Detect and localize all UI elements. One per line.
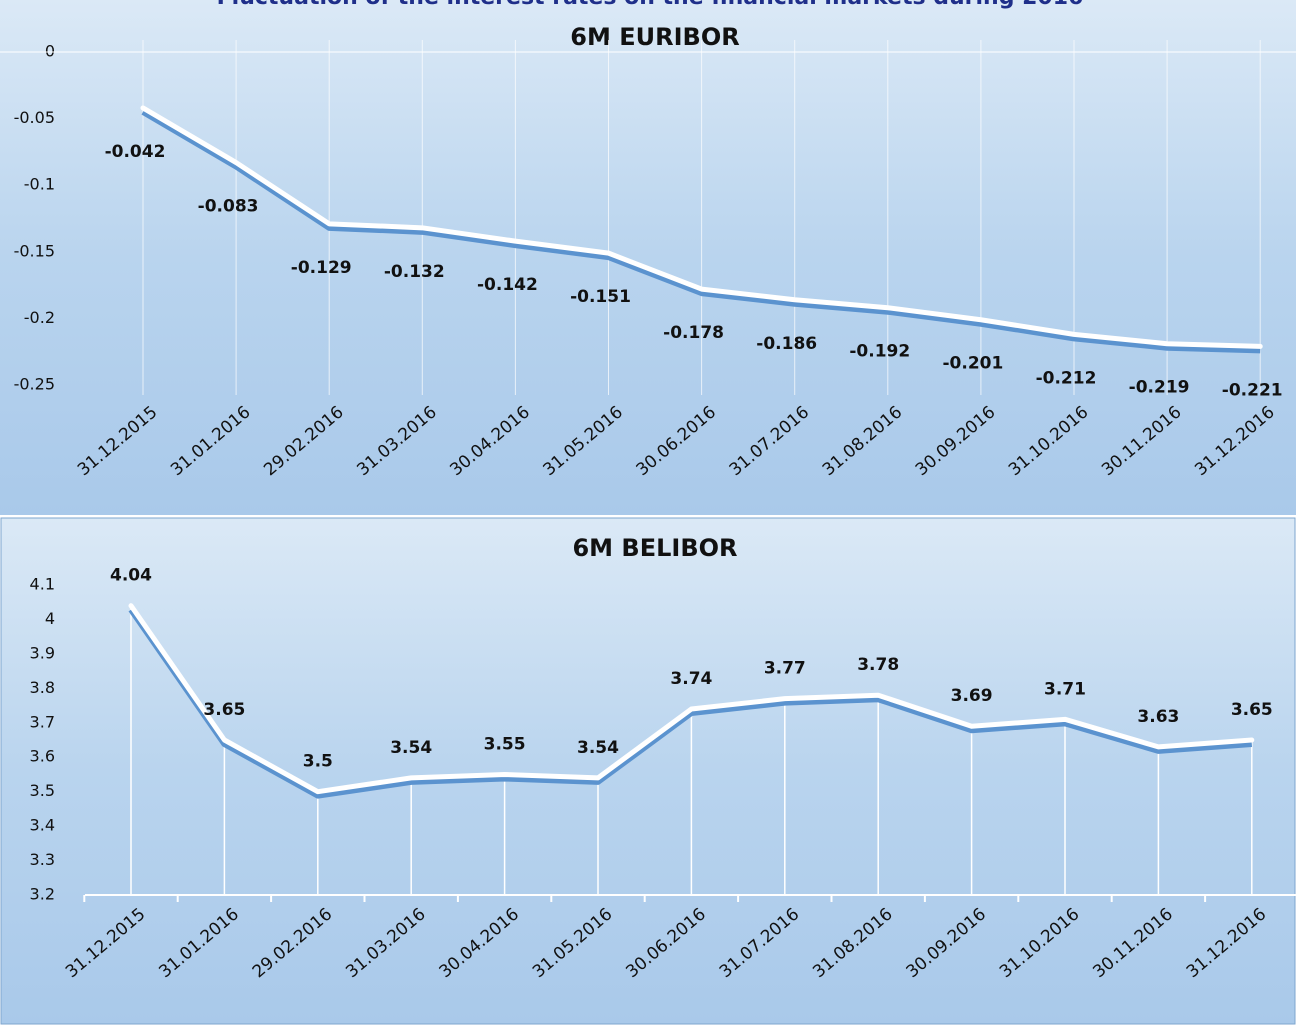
data-label: 3.77 — [764, 659, 806, 679]
data-label: -0.178 — [663, 323, 724, 343]
data-label: -0.192 — [849, 342, 910, 362]
data-label: -0.142 — [477, 275, 538, 295]
y-tick-label: 3.7 — [30, 712, 55, 731]
data-label: 3.54 — [390, 738, 432, 758]
chart-title: 6M BELIBOR — [572, 534, 737, 562]
y-tick-label: 3.4 — [30, 816, 55, 835]
y-tick-label: 3.5 — [30, 781, 55, 800]
y-tick-label: -0.1 — [24, 175, 55, 194]
line-shadow — [141, 109, 1261, 354]
data-label: -0.042 — [105, 142, 166, 162]
y-tick-label: -0.05 — [14, 108, 55, 127]
data-label: 3.63 — [1137, 707, 1179, 727]
y-tick-label: -0.15 — [14, 241, 55, 260]
chart-title: 6M EURIBOR — [570, 23, 739, 51]
data-label: 3.74 — [670, 669, 712, 689]
data-label: 3.65 — [1231, 700, 1273, 720]
data-label: 3.65 — [203, 700, 245, 720]
page-title: Fluctuation of the interest rates on the… — [217, 0, 1084, 10]
data-label: 3.5 — [303, 752, 333, 772]
data-label: -0.212 — [1036, 368, 1097, 388]
y-tick-label: 3.9 — [30, 643, 55, 662]
y-tick-label: 4.1 — [30, 575, 55, 594]
panel — [0, 517, 1296, 1025]
data-label: 4.04 — [110, 566, 152, 586]
y-tick-label: -0.2 — [24, 308, 55, 327]
y-tick-label: 3.2 — [30, 885, 55, 904]
y-tick-label: -0.25 — [14, 375, 55, 394]
y-tick-label: 3.6 — [30, 747, 55, 766]
line-shadow — [128, 607, 1253, 799]
y-tick-label: 3.8 — [30, 678, 55, 697]
y-tick-label: 0 — [45, 42, 55, 61]
data-label: -0.129 — [291, 258, 352, 278]
data-label: -0.201 — [942, 354, 1003, 374]
data-label: -0.221 — [1222, 380, 1283, 400]
data-label: -0.186 — [756, 334, 817, 354]
data-label: -0.219 — [1129, 378, 1190, 398]
data-label: -0.132 — [384, 262, 445, 282]
line — [140, 105, 1263, 349]
data-label: 3.54 — [577, 738, 619, 758]
panel — [0, 0, 1296, 515]
data-label: -0.083 — [198, 197, 259, 217]
data-label: 3.71 — [1044, 679, 1086, 699]
data-label: -0.151 — [570, 287, 631, 307]
data-label: 3.69 — [951, 686, 993, 706]
y-tick-label: 4 — [45, 609, 55, 628]
data-label: 3.78 — [857, 655, 899, 675]
data-label: 3.55 — [484, 734, 526, 754]
y-tick-label: 3.3 — [30, 850, 55, 869]
line — [128, 603, 1255, 795]
